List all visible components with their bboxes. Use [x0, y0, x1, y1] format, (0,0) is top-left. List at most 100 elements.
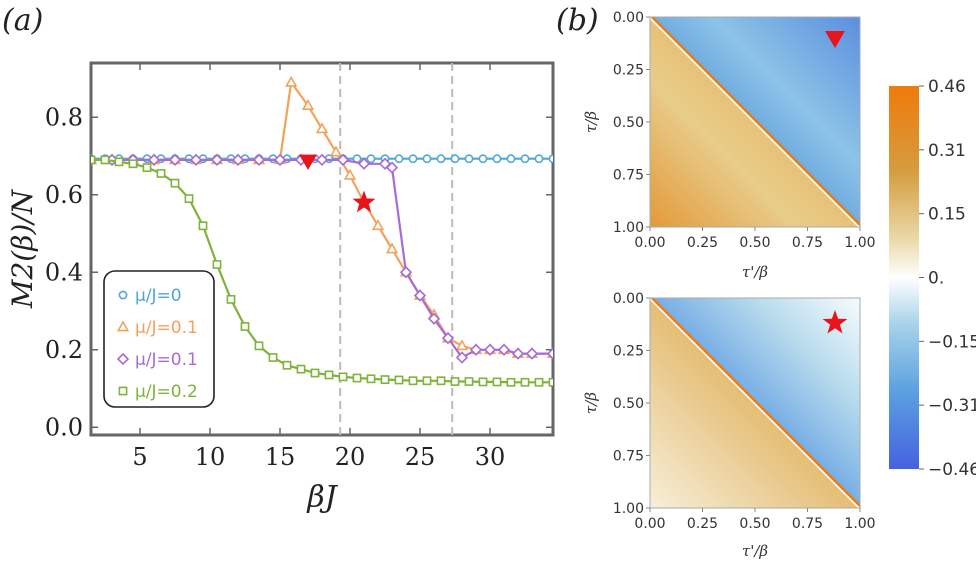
heatmap-top-diagonal-edge: [651, 16, 861, 226]
heatmap-top: 0.00 0.00 0.25 0.25 0.50 0.50 0.75 0.75 1.00 1.00…: [582, 10, 876, 281]
legend-label-0: μ/J=0: [135, 286, 182, 306]
x-tick-label: 0.00: [634, 235, 665, 251]
highlight-markers: [299, 154, 376, 213]
heatmap-top-ticks: 0.00 0.00 0.25 0.25 0.50 0.50 0.75 0.75 1.00 1.00: [613, 10, 876, 251]
data-point-series-2: [469, 343, 483, 356]
x-tick-label: 5: [132, 443, 147, 471]
heatmap-bottom-ylabel: τ/β: [582, 392, 600, 414]
colorbar-tick-label: 0.: [928, 269, 944, 289]
data-point-series-2: [147, 153, 161, 167]
data-point-series-3: [436, 376, 446, 386]
colorbar: 0.46 0.31 0.15 0. −0.15 −0.31 −0.46: [889, 77, 976, 480]
data-point-series-2: [357, 157, 371, 170]
legend-marker-1: [116, 320, 130, 332]
heatmap-bottom-star-marker: [822, 310, 848, 334]
data-point-series-3: [478, 377, 488, 387]
x-tick-label: 1.00: [844, 516, 875, 532]
colorbar-tick-label: −0.15: [928, 332, 976, 352]
panel-label-a: (a): [2, 3, 43, 38]
heatmap-top-diagonal: [648, 15, 862, 229]
data-point-series-1: [455, 339, 469, 351]
data-point-series-3: [296, 364, 306, 374]
data-point-series-0: [450, 154, 460, 164]
red-star-marker: [352, 190, 376, 213]
series-line-3: [91, 158, 553, 384]
y-tick-label: 0.25: [613, 344, 644, 360]
data-point-series-1: [285, 75, 298, 87]
data-point-series-3: [100, 155, 110, 165]
data-point-series-2: [511, 347, 525, 360]
legend-items: μ/J=0 μ/J=0.1 μ/J=0.1 μ/J=0.2: [116, 286, 198, 402]
data-point-series-2: [525, 347, 539, 360]
data-point-series-3: [240, 322, 250, 331]
chart-a: 5 10 15 20 25 30 0.0 0.2 0.4 0.6 0.8 βJ M2(β)/N μ…: [6, 61, 555, 515]
heatmap-bottom-xlabel: τ'/β: [742, 542, 768, 560]
data-point-series-0: [520, 154, 530, 164]
data-point-series-0: [408, 154, 418, 164]
data-point-series-0: [492, 154, 502, 164]
y-tick-label: 0.4: [45, 258, 83, 286]
chart-a-frame: [89, 61, 555, 437]
data-point-series-3: [324, 370, 334, 380]
y-tick-label: 0.50: [613, 396, 644, 412]
x-tick-label: 0.00: [634, 516, 665, 532]
x-tick-label: 0.50: [739, 516, 770, 532]
data-point-series-2: [399, 266, 413, 279]
data-point-series-0: [506, 154, 516, 164]
heatmap-bottom-ticks: 0.00 0.00 0.25 0.25 0.50 0.50 0.75 0.75 1.00 1.00: [613, 291, 876, 532]
y-tick-label: 0.2: [45, 336, 83, 364]
data-point-series-3: [114, 157, 124, 167]
data-point-series-3: [268, 353, 278, 362]
data-point-series-3: [142, 163, 152, 173]
data-point-series-2: [189, 153, 203, 167]
y-tick-label: 0.25: [613, 63, 644, 79]
data-point-series-2: [273, 153, 287, 167]
y-tick-label: 0.00: [613, 10, 644, 26]
x-tick-label: 0.25: [687, 235, 718, 251]
legend-label-3: μ/J=0.2: [135, 382, 198, 402]
data-point-series-3: [464, 377, 474, 386]
data-point-series-2: [168, 153, 182, 167]
data-point-series-2: [413, 289, 427, 302]
data-point-series-0: [422, 154, 432, 164]
data-point-series-0: [394, 154, 404, 164]
data-point-series-3: [534, 377, 544, 387]
data-point-series-3: [366, 374, 376, 384]
x-tick-label: 0.25: [687, 516, 718, 532]
x-axis-label: βJ: [306, 480, 338, 515]
data-point-series-1: [343, 168, 357, 180]
colorbar-gradient: [889, 86, 919, 469]
y-tick-label: 0.6: [45, 181, 83, 209]
data-point-series-3: [254, 341, 264, 351]
data-point-series-3: [282, 360, 292, 370]
data-point-series-3: [408, 376, 418, 386]
data-point-series-2: [231, 153, 245, 167]
data-point-series-3: [310, 368, 320, 378]
legend-box: [103, 270, 215, 408]
x-tick-label: 0.75: [792, 516, 823, 532]
data-point-series-3: [156, 169, 166, 178]
data-point-series-3: [198, 221, 208, 231]
x-tick-label: 10: [195, 443, 226, 471]
heatmap-bottom-diagonal: [648, 296, 862, 510]
data-point-series-0: [464, 154, 474, 164]
legend-label-1: μ/J=0.1: [135, 318, 198, 338]
x-tick-label: 30: [475, 443, 506, 471]
panel-label-b: (b): [556, 3, 599, 38]
data-point-series-2: [385, 161, 399, 174]
data-point-series-3: [184, 194, 194, 204]
data-point-series-0: [548, 154, 553, 164]
y-tick-label: 0.8: [45, 103, 83, 131]
x-tick-label: 20: [335, 443, 366, 471]
colorbar-tick-label: −0.46: [928, 460, 976, 480]
vertical-lines: [339, 63, 454, 435]
data-point-series-3: [394, 375, 404, 385]
data-point-series-3: [170, 178, 180, 188]
data-point-series-2: [455, 351, 469, 364]
data-point-series-3: [352, 373, 362, 383]
x-tick-label: 1.00: [844, 235, 875, 251]
data-point-series-3: [422, 376, 432, 386]
colorbar-tick-label: 0.46: [928, 77, 966, 97]
data-point-series-3: [450, 377, 460, 386]
